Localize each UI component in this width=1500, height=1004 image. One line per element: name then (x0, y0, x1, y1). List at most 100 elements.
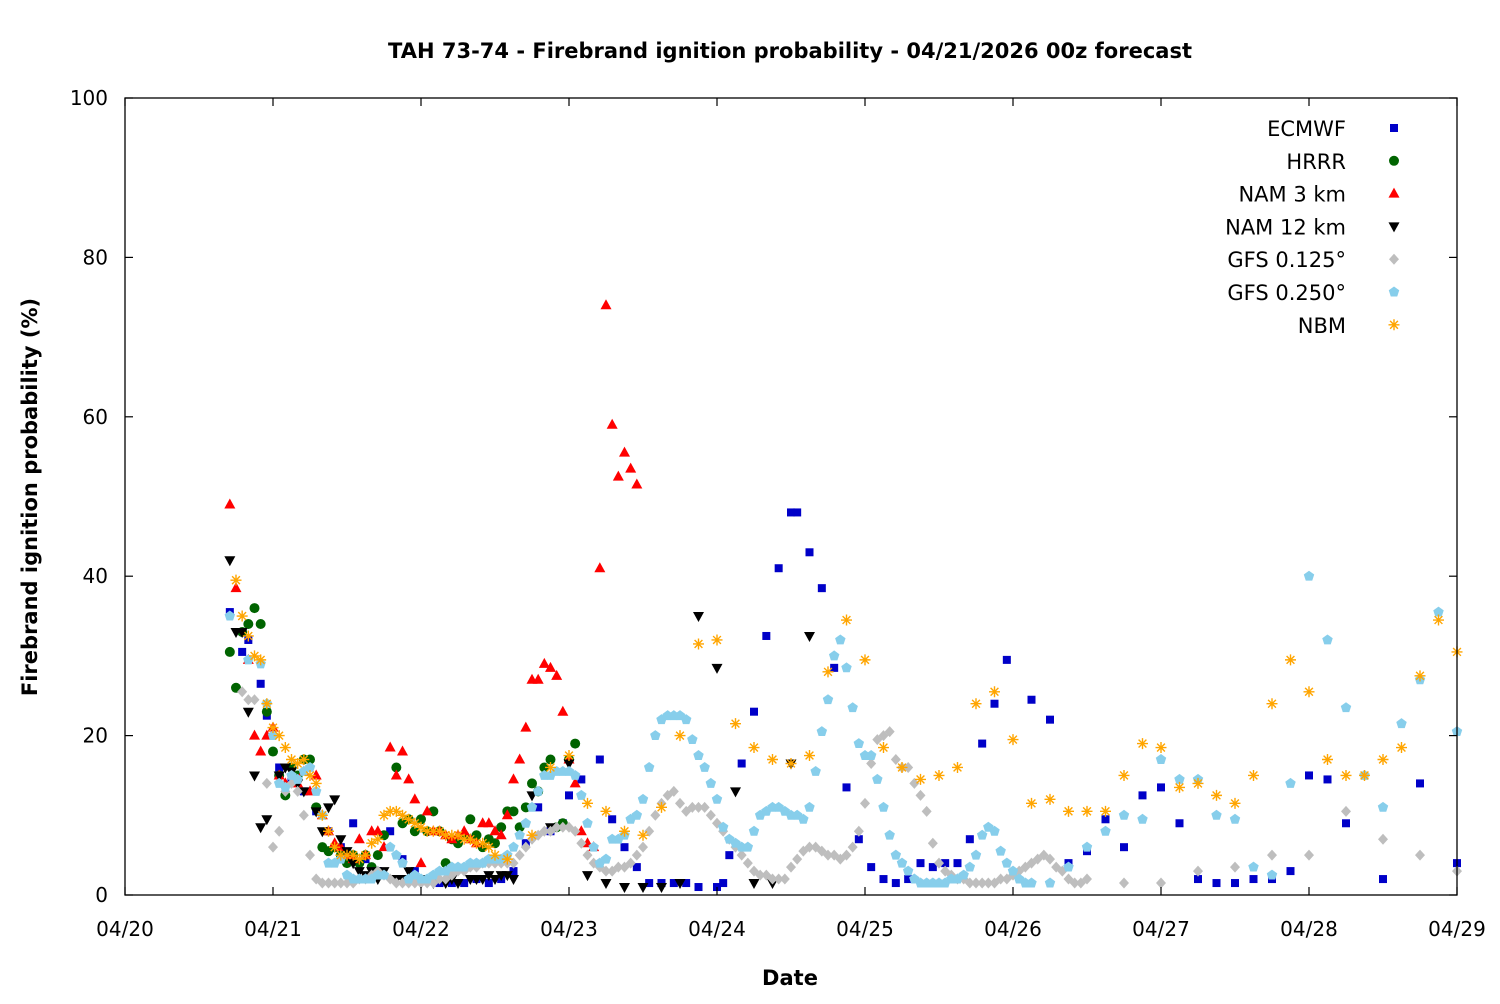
data-point (1359, 769, 1370, 781)
data-point (1118, 809, 1130, 820)
data-point (490, 838, 500, 849)
data-point (1007, 865, 1019, 876)
data-point (971, 877, 981, 889)
data-point (275, 763, 284, 772)
data-point (631, 849, 642, 861)
data-point (292, 757, 304, 769)
data-point (693, 612, 704, 623)
data-point (532, 673, 544, 684)
data-point (520, 721, 532, 732)
data-point (563, 759, 575, 770)
data-point (286, 754, 297, 766)
data-point (397, 809, 408, 821)
data-point (927, 837, 938, 849)
x-tick-label: 04/22 (392, 917, 450, 941)
data-point (310, 807, 322, 818)
data-point (976, 829, 988, 840)
data-point (1229, 797, 1241, 809)
data-point (896, 857, 908, 868)
data-point (705, 809, 716, 821)
y-tick-label: 0 (95, 883, 108, 907)
data-point (1138, 791, 1147, 800)
data-point (249, 603, 260, 614)
legend-label: HRRR (1286, 150, 1346, 174)
data-point (1063, 861, 1074, 872)
data-point (1305, 771, 1313, 780)
data-point (693, 638, 704, 650)
data-point (737, 759, 746, 768)
data-point (224, 646, 235, 657)
data-point (335, 849, 347, 861)
data-point (409, 817, 421, 829)
data-point (1378, 833, 1388, 845)
data-point (1044, 877, 1056, 888)
data-point (1285, 777, 1296, 788)
data-point (773, 873, 784, 885)
data-point (452, 879, 464, 890)
data-point (1027, 695, 1036, 704)
data-point (978, 739, 987, 748)
data-point (682, 879, 691, 888)
data-point (798, 813, 809, 824)
data-point (464, 833, 476, 845)
data-point (1046, 715, 1054, 724)
data-point (1341, 805, 1351, 817)
data-point (725, 851, 734, 860)
data-point (465, 814, 476, 825)
data-point (249, 694, 260, 706)
data-point (1118, 769, 1130, 781)
data-point (828, 650, 840, 661)
data-point (495, 829, 507, 840)
data-point (625, 462, 637, 473)
data-point (230, 574, 242, 586)
data-point (304, 769, 316, 781)
data-point (551, 821, 562, 833)
data-point (1433, 606, 1444, 617)
data-point (719, 879, 728, 888)
data-point (650, 730, 661, 741)
data-point (1101, 815, 1110, 824)
data-point (1211, 789, 1222, 801)
data-point (1002, 655, 1011, 664)
data-point (570, 825, 581, 837)
data-point (1026, 797, 1037, 809)
data-point (1155, 742, 1167, 754)
data-point (489, 849, 501, 861)
data-point (268, 746, 278, 757)
data-point (859, 654, 871, 666)
data-point (323, 803, 334, 814)
x-tick-label: 04/29 (1428, 917, 1486, 941)
data-point (1230, 861, 1240, 873)
data-point (952, 761, 963, 773)
data-point (970, 698, 982, 710)
series-5 (224, 570, 1463, 888)
data-point (390, 769, 402, 780)
data-point (1026, 877, 1037, 888)
data-point (508, 841, 519, 852)
data-point (891, 879, 900, 888)
data-point (501, 871, 513, 882)
data-point (557, 705, 569, 716)
data-point (934, 857, 944, 869)
y-tick-label: 40 (83, 564, 108, 588)
data-point (391, 849, 402, 860)
data-point (483, 817, 495, 828)
data-point (236, 610, 248, 622)
data-point (305, 754, 315, 765)
data-point (896, 761, 908, 773)
data-point (421, 805, 433, 816)
data-point (600, 879, 612, 890)
data-point (501, 853, 513, 865)
x-tick-label: 04/21 (244, 917, 302, 941)
data-point (613, 861, 624, 873)
data-point (1175, 819, 1184, 828)
data-point (1137, 813, 1148, 824)
data-point (643, 761, 655, 772)
data-point (1155, 754, 1167, 764)
data-point (372, 833, 384, 845)
data-point (705, 777, 717, 788)
data-point (409, 826, 420, 837)
y-tick-label: 20 (83, 724, 108, 748)
data-point (823, 849, 833, 861)
data-point (748, 825, 760, 836)
